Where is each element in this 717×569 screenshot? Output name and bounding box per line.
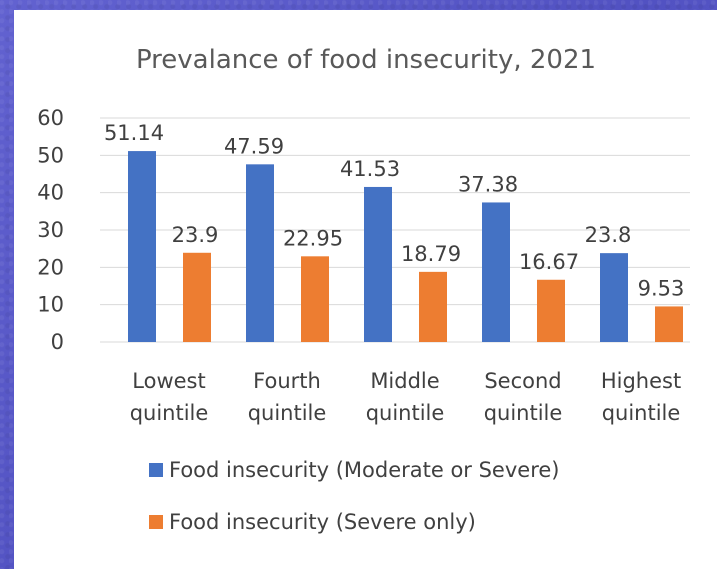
data-label: 37.38 bbox=[458, 172, 518, 196]
legend: Food insecurity (Moderate or Severe) Food… bbox=[149, 458, 559, 534]
bar-severe-only bbox=[301, 256, 329, 342]
category-label: Fourth bbox=[253, 369, 321, 393]
data-label: 51.14 bbox=[104, 121, 164, 145]
bar-moderate-or-severe bbox=[364, 186, 392, 342]
category-label: quintile bbox=[484, 401, 563, 425]
data-labels: 51.14 47.59 41.53 37.38 23.8 23.9 22.95 18.79 16… bbox=[104, 121, 684, 300]
data-label: 18.79 bbox=[401, 242, 461, 266]
y-tick-label: 20 bbox=[37, 255, 64, 279]
legend-swatch bbox=[149, 463, 163, 477]
data-label: 22.95 bbox=[283, 226, 343, 250]
bar-moderate-or-severe bbox=[600, 253, 628, 342]
y-tick-label: 60 bbox=[37, 106, 64, 130]
bar-severe-only bbox=[419, 271, 447, 342]
category-label: quintile bbox=[366, 401, 445, 425]
y-tick-label: 0 bbox=[51, 330, 64, 354]
category-label: quintile bbox=[130, 401, 209, 425]
data-label: 41.53 bbox=[340, 157, 400, 181]
chart-title: Prevalance of food insecurity, 2021 bbox=[136, 45, 596, 75]
legend-label: Food insecurity (Moderate or Severe) bbox=[169, 458, 559, 482]
y-axis-ticks: 0 10 20 30 40 50 60 bbox=[37, 106, 64, 354]
bar-chart: Prevalance of food insecurity, 2021 0 10 2… bbox=[37, 45, 690, 534]
category-label: Highest bbox=[601, 369, 681, 393]
y-tick-label: 30 bbox=[37, 218, 64, 242]
x-axis-categories: Lowest quintile Fourth quintile Middle quinti… bbox=[130, 369, 681, 425]
y-tick-label: 50 bbox=[37, 143, 64, 167]
bar-severe-only bbox=[183, 252, 211, 342]
bar-moderate-or-severe bbox=[482, 202, 510, 342]
bar-moderate-or-severe bbox=[128, 151, 156, 342]
chart-card: Prevalance of food insecurity, 2021 0 10 2… bbox=[14, 10, 717, 569]
category-label: Lowest bbox=[132, 369, 205, 393]
data-label: 47.59 bbox=[224, 134, 284, 158]
bar-severe-only bbox=[655, 306, 683, 342]
bar-severe-only bbox=[537, 279, 565, 342]
bars bbox=[128, 151, 683, 342]
category-label: Second bbox=[484, 369, 561, 393]
category-label: Middle bbox=[370, 369, 439, 393]
category-label: quintile bbox=[248, 401, 327, 425]
category-label: quintile bbox=[602, 401, 681, 425]
data-label: 16.67 bbox=[519, 250, 579, 274]
data-label: 23.8 bbox=[585, 223, 632, 247]
legend-label: Food insecurity (Severe only) bbox=[169, 510, 476, 534]
bar-moderate-or-severe bbox=[246, 164, 274, 342]
data-label: 23.9 bbox=[172, 223, 219, 247]
legend-swatch bbox=[149, 515, 163, 529]
y-tick-label: 40 bbox=[37, 181, 64, 205]
data-label: 9.53 bbox=[638, 276, 685, 300]
y-tick-label: 10 bbox=[37, 293, 64, 317]
